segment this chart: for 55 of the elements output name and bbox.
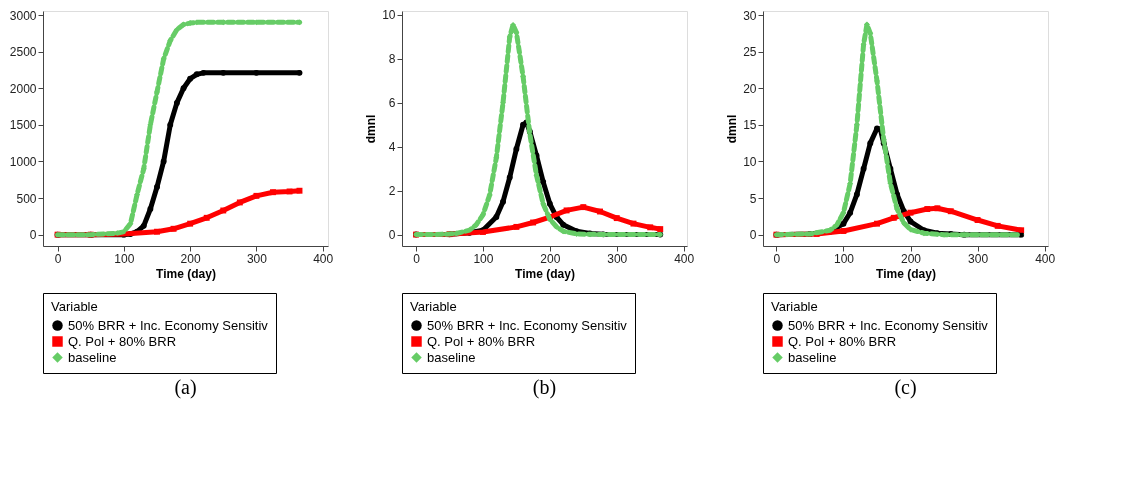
y-tick-label: 6: [388, 96, 396, 111]
y-tick-label: 0: [388, 228, 396, 243]
text: (a): [174, 375, 197, 399]
x-tick-label: 300: [607, 251, 628, 266]
y-tick-label: 10: [743, 154, 757, 169]
y-tick-label: 10: [382, 8, 396, 23]
x-tick-label: 0: [413, 251, 421, 266]
legend-label: 50% BRR + Inc. Economy Sensitiv: [68, 317, 269, 333]
legend-label: baseline: [427, 349, 476, 365]
y-tick-label: 2: [388, 184, 396, 199]
x-tick-label: 300: [968, 251, 989, 266]
legend-label: 50% BRR + Inc. Economy Sensitiv: [427, 317, 628, 333]
y-tick-label: 3000: [9, 8, 37, 23]
y-tick-label: 8: [388, 52, 396, 67]
x-tick-label: 100: [114, 251, 135, 266]
y-tick-label: 30: [743, 8, 757, 23]
y-tick-label: 4: [388, 140, 396, 155]
x-tick-label: 300: [246, 251, 268, 266]
x-axis-title: Time (day): [876, 266, 936, 281]
y-tick-label: 5: [749, 191, 757, 206]
x-tick-label: 100: [833, 251, 855, 266]
x-tick-label: 100: [473, 251, 494, 266]
text: (c): [894, 375, 917, 399]
y-tick-label: 15: [743, 118, 757, 133]
x-tick-label: 0: [773, 251, 781, 266]
legend-label: baseline: [788, 349, 837, 365]
x-tick-label: 200: [180, 251, 201, 266]
legend-label: Q. Pol + 80% BRR: [427, 333, 536, 349]
x-tick-label: 200: [901, 251, 922, 266]
y-tick-label: 500: [16, 191, 37, 206]
y-tick-label: 1000: [9, 154, 37, 169]
legend-title: Variable: [51, 299, 98, 314]
y-tick-label: 2000: [9, 81, 37, 96]
x-axis-title: Time (day): [156, 266, 216, 281]
y-tick-label: 2500: [9, 45, 37, 60]
y-tick-label: 1500: [9, 118, 37, 133]
y-axis-title: dmnl: [725, 114, 740, 144]
x-axis-title: Time (day): [515, 266, 575, 281]
legend-label: Q. Pol + 80% BRR: [68, 333, 177, 349]
x-tick-label: 200: [540, 251, 561, 266]
legend-title: Variable: [410, 299, 457, 314]
legend-title: Variable: [771, 299, 818, 314]
text: (b): [532, 375, 557, 399]
legend-label: Q. Pol + 80% BRR: [788, 333, 897, 349]
x-tick-label: 400: [1035, 251, 1056, 266]
x-tick-label: 400: [313, 251, 334, 266]
y-tick-label: 25: [743, 45, 757, 60]
x-tick-label: 0: [54, 251, 62, 266]
y-tick-label: 0: [749, 228, 757, 243]
x-tick-label: 400: [674, 251, 695, 266]
legend-label: 50% BRR + Inc. Economy Sensitiv: [788, 317, 989, 333]
legend-label: baseline: [68, 349, 117, 365]
y-axis-title: dmnl: [364, 114, 379, 144]
y-tick-label: 20: [743, 81, 757, 96]
y-tick-label: 0: [29, 228, 37, 243]
